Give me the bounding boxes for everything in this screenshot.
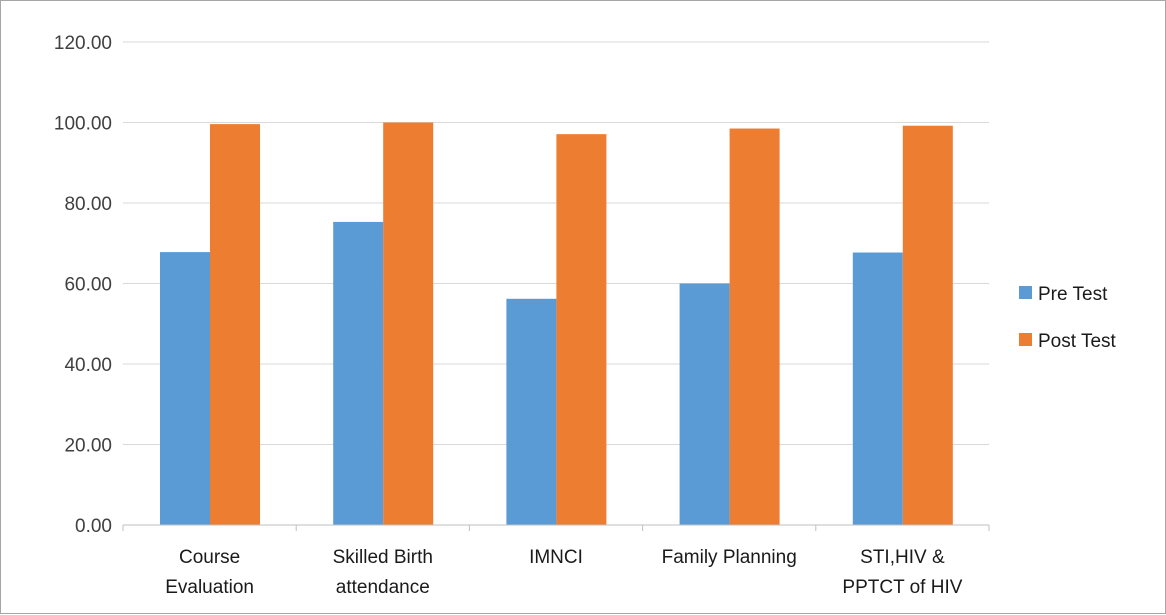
x-category-label-line: Skilled Birth xyxy=(333,547,433,568)
legend-label: Pre Test xyxy=(1038,284,1108,305)
bar-post-test xyxy=(383,122,434,525)
bar-pre-test xyxy=(333,221,384,526)
gridlines xyxy=(123,41,989,445)
bar-pre-test xyxy=(506,298,557,525)
legend-swatch xyxy=(1019,286,1032,299)
y-tick-label: 20.00 xyxy=(64,436,112,457)
x-category-label: Family Planning xyxy=(662,547,797,568)
y-tick-label: 100.00 xyxy=(54,114,112,135)
bar-post-test xyxy=(902,125,953,525)
bar-pre-test xyxy=(679,283,730,525)
x-category-label: IMNCI xyxy=(529,547,583,568)
bar-post-test xyxy=(210,124,260,526)
plot-bars xyxy=(160,122,953,526)
x-category-label-line: Course xyxy=(179,547,240,568)
y-tick-label: 60.00 xyxy=(64,275,112,296)
bar-pre-test xyxy=(852,252,903,525)
x-category-label-line: PPTCT of HIV xyxy=(842,577,962,598)
y-tick-label: 40.00 xyxy=(64,355,112,376)
x-category-label-line: attendance xyxy=(336,577,430,598)
y-tick-label: 120.00 xyxy=(54,33,112,54)
legend: Pre Test Post Test xyxy=(1019,284,1117,352)
bar-post-test xyxy=(556,134,607,526)
bar-post-test xyxy=(729,128,780,525)
x-category-label-line: Evaluation xyxy=(165,577,254,598)
x-category-label: Skilled Birth attendance xyxy=(333,547,433,598)
x-category-label-line: STI,HIV & xyxy=(860,547,945,568)
x-category-label-line: Family Planning xyxy=(662,547,797,568)
x-category-label: Course Evaluation xyxy=(165,547,254,598)
legend-label: Post Test xyxy=(1038,331,1117,352)
y-tick-label: 80.00 xyxy=(64,194,112,215)
x-category-label: STI,HIV & PPTCT of HIV xyxy=(842,547,962,598)
axes xyxy=(122,524,990,531)
x-category-label-line: IMNCI xyxy=(529,547,583,568)
y-tick-label: 0.00 xyxy=(75,516,112,537)
bar-pre-test xyxy=(160,252,210,526)
legend-swatch xyxy=(1019,333,1032,346)
y-axis-tick-labels: 0.00 20.00 40.00 60.00 80.00 100.00 120.00 xyxy=(54,33,112,537)
x-axis-category-labels: Course Evaluation Skilled Birth attendance I… xyxy=(165,547,962,598)
